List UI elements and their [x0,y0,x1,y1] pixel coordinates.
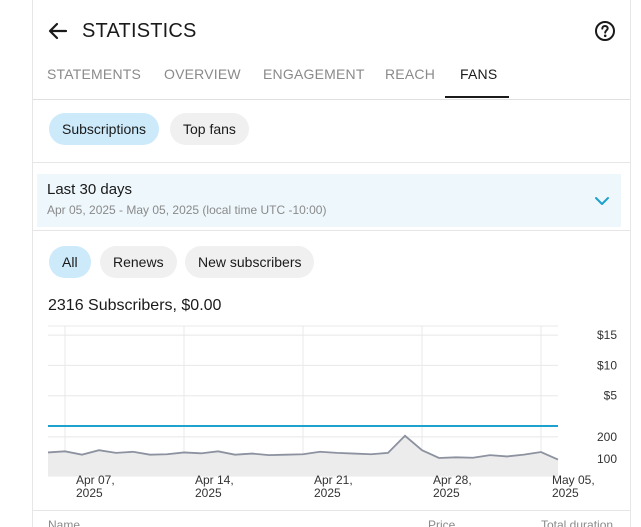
chevron-down-icon [595,197,609,205]
x-tick-label: Apr 21, [314,473,353,487]
chip-top-fans[interactable]: Top fans [170,113,249,145]
chip-subscriptions[interactable]: Subscriptions [49,113,160,145]
divider [33,162,630,163]
column-price[interactable]: Price [428,518,456,527]
tab-bar: STATEMENTS OVERVIEW ENGAGEMENT REACH FAN… [33,62,630,100]
x-tick-label: 2025 [433,486,460,500]
earnings-tick-label: $10 [597,358,617,372]
date-range-subtitle: Apr 05, 2025 - May 05, 2025 (local time … [47,203,327,217]
x-tick-label: 2025 [195,486,222,500]
subscribers-series-line [47,434,559,461]
chip-all[interactable]: All [49,246,91,278]
date-range-title: Last 30 days [47,181,133,198]
earnings-tick-label: $5 [604,389,618,403]
x-tick-label: 2025 [552,486,579,500]
divider [33,230,630,231]
x-tick-label: May 05, [552,473,595,487]
table-header: Name Price Total duration [33,512,630,527]
date-range-selector[interactable]: Last 30 days Apr 05, 2025 - May 05, 2025… [37,174,621,227]
chip-new-subscribers[interactable]: New subscribers [185,246,315,278]
tab-reach[interactable]: REACH [385,66,436,82]
header: STATISTICS [33,0,630,62]
x-tick-label: Apr 28, [433,473,472,487]
subscribers-area [48,435,558,476]
column-total-duration[interactable]: Total duration [541,518,614,527]
subscribers-tick-label: 100 [597,452,617,466]
back-button[interactable] [45,18,71,44]
tab-engagement[interactable]: ENGAGEMENT [263,66,365,82]
statistics-panel: STATISTICS STATEMENTS OVERVIEW ENGAGEMEN… [32,0,631,527]
question-circle-icon [595,21,615,41]
earnings-tick-label: $15 [597,328,617,342]
x-tick-label: Apr 14, [195,473,234,487]
chip-renews[interactable]: Renews [100,246,177,278]
column-name[interactable]: Name [48,518,81,527]
active-tab-indicator [445,96,509,98]
tab-statements[interactable]: STATEMENTS [47,66,142,82]
subscribers-tick-label: 200 [597,430,617,444]
x-tick-label: 2025 [76,486,103,500]
x-tick-label: Apr 07, [76,473,115,487]
divider [33,510,630,511]
arrow-left-icon [48,22,68,40]
x-tick-label: 2025 [314,486,341,500]
help-button[interactable] [593,19,617,43]
tab-fans[interactable]: FANS [460,66,498,82]
subscribers-summary: 2316 Subscribers, $0.00 [48,297,222,314]
page-title: STATISTICS [82,20,197,42]
tab-overview[interactable]: OVERVIEW [164,66,241,82]
